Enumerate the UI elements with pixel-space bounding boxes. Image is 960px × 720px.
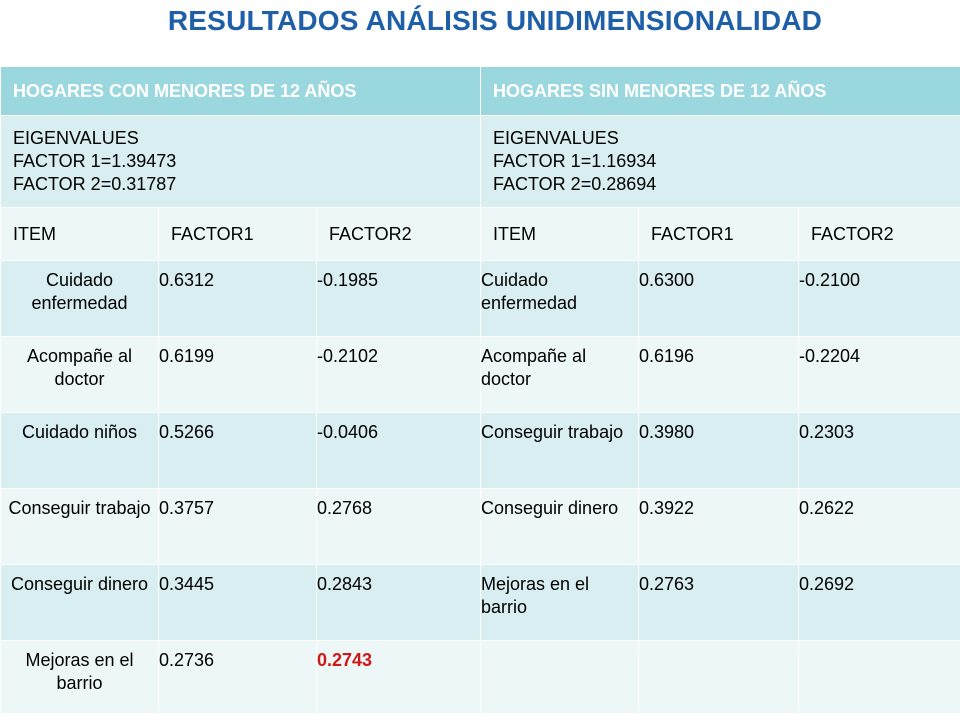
factor1-cell: 0.3922	[638, 488, 799, 565]
group-header-con: HOGARES CON MENORES DE 12 AÑOS	[0, 66, 481, 116]
eigenvalues-con: EIGENVALUES FACTOR 1=1.39473 FACTOR 2=0.…	[0, 115, 481, 208]
factor2-cell: 0.2843	[316, 564, 481, 641]
table-row: Conseguir dinero 0.3445 0.2843 Mejoras e…	[0, 564, 960, 641]
group-header-sin: HOGARES SIN MENORES DE 12 AÑOS	[480, 66, 960, 116]
eigen-factor2: FACTOR 2=0.31787	[13, 174, 177, 194]
column-header-row: ITEM FACTOR1 FACTOR2 ITEM FACTOR1 FACTOR…	[0, 207, 960, 261]
column-header: FACTOR2	[316, 207, 481, 261]
empty-cell	[798, 640, 960, 714]
item-cell: Cuidado enfermedad	[480, 260, 639, 337]
factor2-cell: -0.1985	[316, 260, 481, 337]
item-cell: Conseguir trabajo	[0, 488, 159, 565]
factor1-cell: 0.6199	[158, 336, 317, 413]
factor2-cell: 0.2622	[798, 488, 960, 565]
item-cell: Acompañe al doctor	[480, 336, 639, 413]
slide-title: RESULTADOS ANÁLISIS UNIDIMENSIONALIDAD	[167, 5, 823, 36]
group-header-row: HOGARES CON MENORES DE 12 AÑOS HOGARES S…	[0, 66, 960, 116]
item-cell: Mejoras en el barrio	[480, 564, 639, 641]
column-header: ITEM	[0, 207, 159, 261]
eigen-factor1: FACTOR 1=1.39473	[13, 151, 177, 171]
empty-cell	[638, 640, 799, 714]
table-row: Cuidado niños 0.5266 -0.0406 Conseguir t…	[0, 412, 960, 489]
factor2-cell: -0.2102	[316, 336, 481, 413]
eigen-factor2: FACTOR 2=0.28694	[493, 174, 657, 194]
factor1-cell: 0.3980	[638, 412, 799, 489]
column-header: FACTOR2	[798, 207, 960, 261]
factor2-cell: 0.2768	[316, 488, 481, 565]
factor2-cell: -0.2100	[798, 260, 960, 337]
factor2-cell: 0.2692	[798, 564, 960, 641]
factor1-cell: 0.3445	[158, 564, 317, 641]
column-header: ITEM	[480, 207, 639, 261]
factor1-cell: 0.6312	[158, 260, 317, 337]
item-cell: Mejoras en el barrio	[0, 640, 159, 714]
table-row: Mejoras en el barrio 0.2736 0.2743	[0, 640, 960, 714]
factor1-cell: 0.2736	[158, 640, 317, 714]
item-cell: Conseguir dinero	[480, 488, 639, 565]
table-row: Acompañe al doctor 0.6199 -0.2102 Acompa…	[0, 336, 960, 413]
factor1-cell: 0.3757	[158, 488, 317, 565]
column-header: FACTOR1	[638, 207, 799, 261]
eigen-label: EIGENVALUES	[13, 128, 139, 148]
highlighted-value: 0.2743	[317, 650, 373, 670]
empty-cell	[480, 640, 639, 714]
item-cell: Cuidado enfermedad	[0, 260, 159, 337]
column-header: FACTOR1	[158, 207, 317, 261]
table-row: Cuidado enfermedad 0.6312 -0.1985 Cuidad…	[0, 260, 960, 337]
eigen-factor1: FACTOR 1=1.16934	[493, 151, 657, 171]
table-row: Conseguir trabajo 0.3757 0.2768 Consegui…	[0, 488, 960, 565]
factor2-cell: -0.0406	[316, 412, 481, 489]
factor1-cell: 0.6300	[638, 260, 799, 337]
item-cell: Conseguir trabajo	[480, 412, 639, 489]
factor1-cell: 0.5266	[158, 412, 317, 489]
factor2-cell: -0.2204	[798, 336, 960, 413]
eigenvalues-row: EIGENVALUES FACTOR 1=1.39473 FACTOR 2=0.…	[0, 115, 960, 208]
eigen-label: EIGENVALUES	[493, 128, 619, 148]
item-cell: Conseguir dinero	[0, 564, 159, 641]
factor1-cell: 0.6196	[638, 336, 799, 413]
results-table: HOGARES CON MENORES DE 12 AÑOS HOGARES S…	[0, 66, 960, 714]
item-cell: Acompañe al doctor	[0, 336, 159, 413]
factor2-cell: 0.2303	[798, 412, 960, 489]
eigenvalues-sin: EIGENVALUES FACTOR 1=1.16934 FACTOR 2=0.…	[480, 115, 960, 208]
factor2-cell-highlighted: 0.2743	[316, 640, 481, 714]
item-cell: Cuidado niños	[0, 412, 159, 489]
factor1-cell: 0.2763	[638, 564, 799, 641]
